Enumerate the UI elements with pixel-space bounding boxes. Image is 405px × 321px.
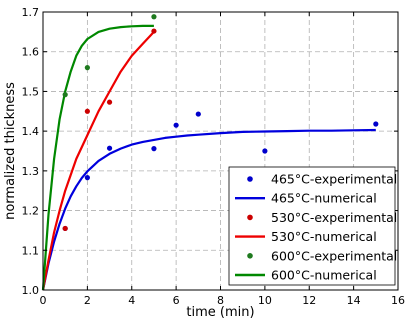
legend-entry-label: 465°C-experimental [271,172,397,187]
data-point [62,225,68,232]
ticks: 0 2 4 6 8 10 12 14 16 1.0 1.1 1.2 1.3 1.4 1.5 1.6 1.7 [22,6,405,307]
x-tick-label: 16 [391,294,405,307]
y-tick-label: 1.7 [22,6,40,19]
legend-entry-label: 600°C-experimental [271,248,397,263]
data-point [84,175,90,181]
y-tick-label: 1.5 [22,85,40,98]
y-tick-label: 1.6 [22,46,40,59]
x-tick-label: 8 [217,294,224,307]
x-tick-label: 12 [302,294,316,307]
legend-entry-label: 530°C-experimental [271,210,397,225]
data-point [84,108,90,114]
data-point [62,92,68,98]
y-tick-label: 1.0 [22,284,40,297]
y-axis-label: normalized thickness [3,82,18,220]
x-tick-label: 2 [84,294,91,307]
data-point [151,14,157,20]
x-tick-label: 10 [258,294,272,307]
x-tick-label: 4 [128,294,135,307]
series-layer [41,14,379,291]
legend-entry-label: 465°C-numerical [271,191,377,206]
legend-swatch-marker [247,214,253,221]
data-point [195,111,201,117]
y-tick-label: 1.3 [22,165,40,178]
y-tick-label: 1.1 [22,244,40,257]
data-point [262,148,268,154]
series-line [41,24,154,291]
x-axis-label: time (min) [186,305,254,320]
data-point [373,121,379,127]
series-line [41,128,376,291]
series-line [41,31,155,291]
data-point [151,28,157,34]
legend: 465°C-experimental 465°C-numerical 530°C-e… [228,166,397,286]
y-tick-label: 1.4 [22,125,40,138]
x-tick-label: 0 [40,294,47,307]
y-tick-label: 1.2 [22,205,40,218]
x-tick-label: 14 [347,294,361,307]
legend-entry-label: 530°C-numerical [271,229,377,244]
legend-box [228,166,396,286]
legend-swatch-marker [247,253,253,259]
legend-entry-label: 600°C-numerical [271,268,377,283]
data-point [106,145,113,151]
x-tick-label: 6 [173,294,180,307]
data-point [151,146,157,152]
data-point [173,122,179,128]
legend-swatch-marker [247,176,253,182]
data-point [84,65,90,71]
data-point [106,99,113,105]
